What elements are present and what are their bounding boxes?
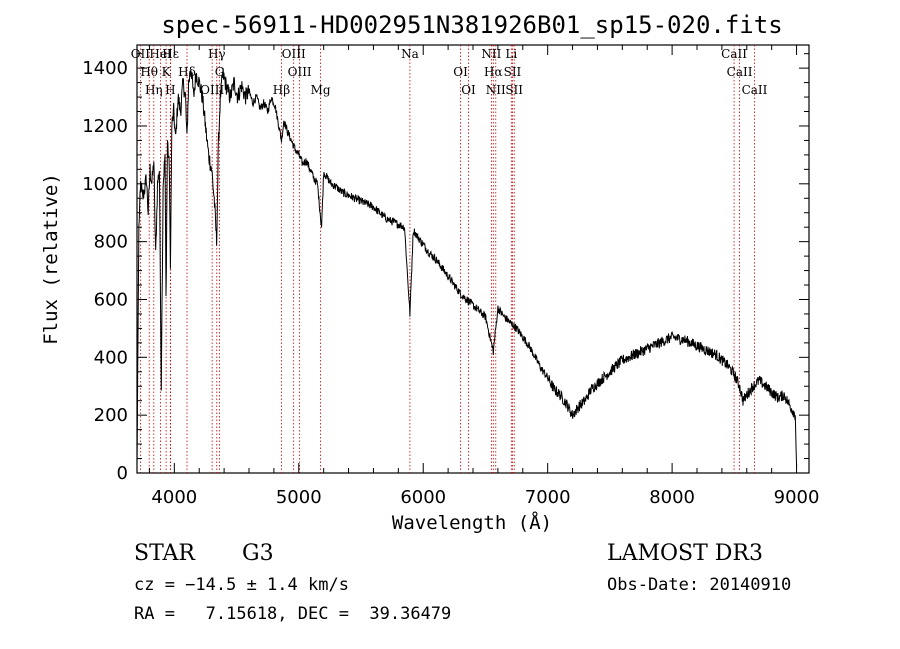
y-tick-label-4: 800: [94, 232, 128, 253]
redshift-text: cz = −14.5 ± 1.4 km/s: [134, 575, 349, 595]
y-tick-label-7: 1400: [82, 58, 128, 79]
x-tick-label-5: 9000: [774, 487, 820, 508]
x-tick-label-1: 5000: [276, 487, 322, 508]
line-label-1: Hθ: [140, 65, 158, 79]
line-label-10: G: [215, 65, 225, 79]
line-label-23: SII: [505, 83, 523, 97]
line-label-18: NII: [481, 47, 501, 61]
line-label-12: OIII: [282, 47, 306, 61]
line-label-17: OI: [461, 83, 476, 97]
y-tick-label-1: 200: [94, 405, 128, 426]
survey-name: LAMOST DR3: [607, 541, 763, 566]
line-label-22: SII: [504, 65, 522, 79]
line-label-25: CaII: [727, 65, 753, 79]
line-label-6: Hε: [162, 47, 179, 61]
x-tick-label-0: 4000: [151, 487, 197, 508]
line-label-5: H: [165, 83, 175, 97]
spectral-line-labels: OIIHθHηHeIKHHεHδOIIIHγGHβOIIIOIIIMgNaOIO…: [131, 47, 768, 97]
y-axis-label: Flux (relative): [40, 173, 62, 345]
flux-series-line: [136, 68, 798, 468]
x-tick-label-3: 7000: [525, 487, 571, 508]
line-label-19: Hα: [484, 65, 503, 79]
y-tick-label-0: 0: [117, 463, 128, 484]
y-tick-label-6: 1200: [82, 116, 128, 137]
coordinates: RA = 7.15618, DEC = 39.36479: [134, 604, 451, 624]
line-label-9: Hγ: [208, 47, 226, 61]
x-tick-label-2: 6000: [400, 487, 446, 508]
obs-date: Obs-Date: 20140910: [607, 575, 791, 595]
line-label-11: Hβ: [273, 83, 290, 97]
y-axis-ticks: 0 200 400 600 800 1000 1200 1400: [82, 53, 809, 484]
x-tick-label-4: 8000: [649, 487, 695, 508]
line-label-15: Na: [401, 47, 419, 61]
y-tick-label-5: 1000: [82, 174, 128, 195]
line-label-21: Li: [505, 47, 517, 61]
line-label-4: K: [162, 65, 172, 79]
line-label-24: CaII: [721, 47, 747, 61]
y-tick-label-2: 400: [94, 347, 128, 368]
line-label-20: NII: [486, 83, 506, 97]
line-label-2: Hη: [145, 83, 163, 97]
line-label-7: Hδ: [178, 65, 196, 79]
y-tick-label-3: 600: [94, 289, 128, 310]
line-label-13: OIII: [288, 65, 312, 79]
object-subclass: G3: [242, 541, 274, 566]
plot-frame: [136, 44, 810, 474]
x-axis-label: Wavelength (Å): [392, 511, 552, 534]
line-label-3: HeI: [149, 47, 172, 61]
spectral-line-markers: [139, 45, 755, 473]
line-label-14: Mg: [311, 83, 331, 97]
line-label-8: OIII: [200, 83, 224, 97]
line-label-26: CaII: [742, 83, 768, 97]
object-class: STAR: [134, 541, 196, 566]
line-label-16: OI: [453, 65, 468, 79]
x-axis-ticks: 4000 5000 6000 7000 8000 9000: [148, 45, 820, 508]
chart-title: spec-56911-HD002951N381926B01_sp15-020.f…: [161, 11, 782, 39]
